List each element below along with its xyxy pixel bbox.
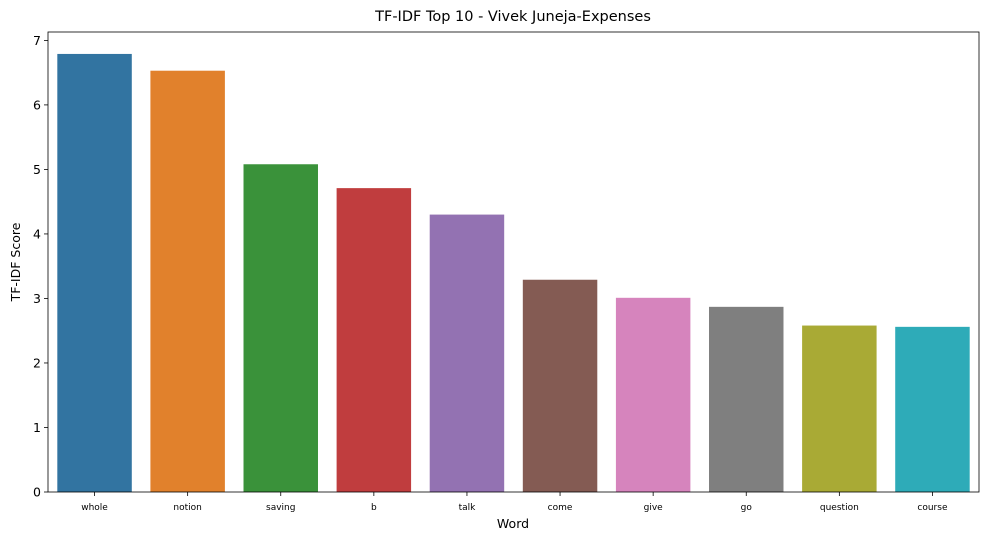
- x-tick-label-give: give: [644, 503, 664, 513]
- x-tick-label-come: come: [548, 503, 573, 513]
- x-tick-label-saving: saving: [266, 503, 295, 513]
- x-tick-label-talk: talk: [459, 503, 477, 513]
- bar-saving: [243, 164, 318, 493]
- x-tick-label-course: course: [917, 503, 948, 513]
- y-tick-label-0: 0: [33, 485, 41, 500]
- bar-course: [895, 326, 970, 492]
- y-axis-label: TF-IDF Score: [8, 222, 23, 302]
- y-tick-label-5: 5: [33, 162, 41, 177]
- bar-come: [522, 279, 598, 492]
- y-tick-label-6: 6: [33, 97, 41, 112]
- plot-frame: [47, 31, 980, 493]
- x-tick-label-b: b: [371, 503, 377, 513]
- x-tick-label-question: question: [820, 503, 859, 513]
- chart-title: TF-IDF Top 10 - Vivek Juneja-Expenses: [374, 9, 651, 25]
- bar-question: [802, 325, 877, 492]
- y-axis-ticks: 0 1 2 3 4 5 6 7: [33, 33, 48, 500]
- y-tick-label-7: 7: [33, 33, 41, 48]
- x-axis-label: Word: [497, 516, 529, 531]
- x-tick-label-go: go: [741, 503, 753, 513]
- x-tick-label-notion: notion: [173, 503, 201, 513]
- bar-go: [709, 306, 784, 492]
- x-tick-label-whole: whole: [81, 503, 108, 513]
- y-tick-label-1: 1: [33, 420, 41, 435]
- bar-talk: [429, 214, 505, 493]
- y-tick-label-3: 3: [33, 291, 41, 306]
- bar-whole: [57, 53, 132, 492]
- bar-b: [336, 188, 412, 492]
- bar-give: [615, 297, 691, 492]
- y-tick-label-4: 4: [33, 226, 41, 241]
- bar-notion: [150, 70, 225, 492]
- y-tick-label-2: 2: [33, 355, 41, 370]
- bars-group: [57, 53, 970, 493]
- x-axis-ticks: whole notion saving b talk come give go question…: [81, 492, 948, 513]
